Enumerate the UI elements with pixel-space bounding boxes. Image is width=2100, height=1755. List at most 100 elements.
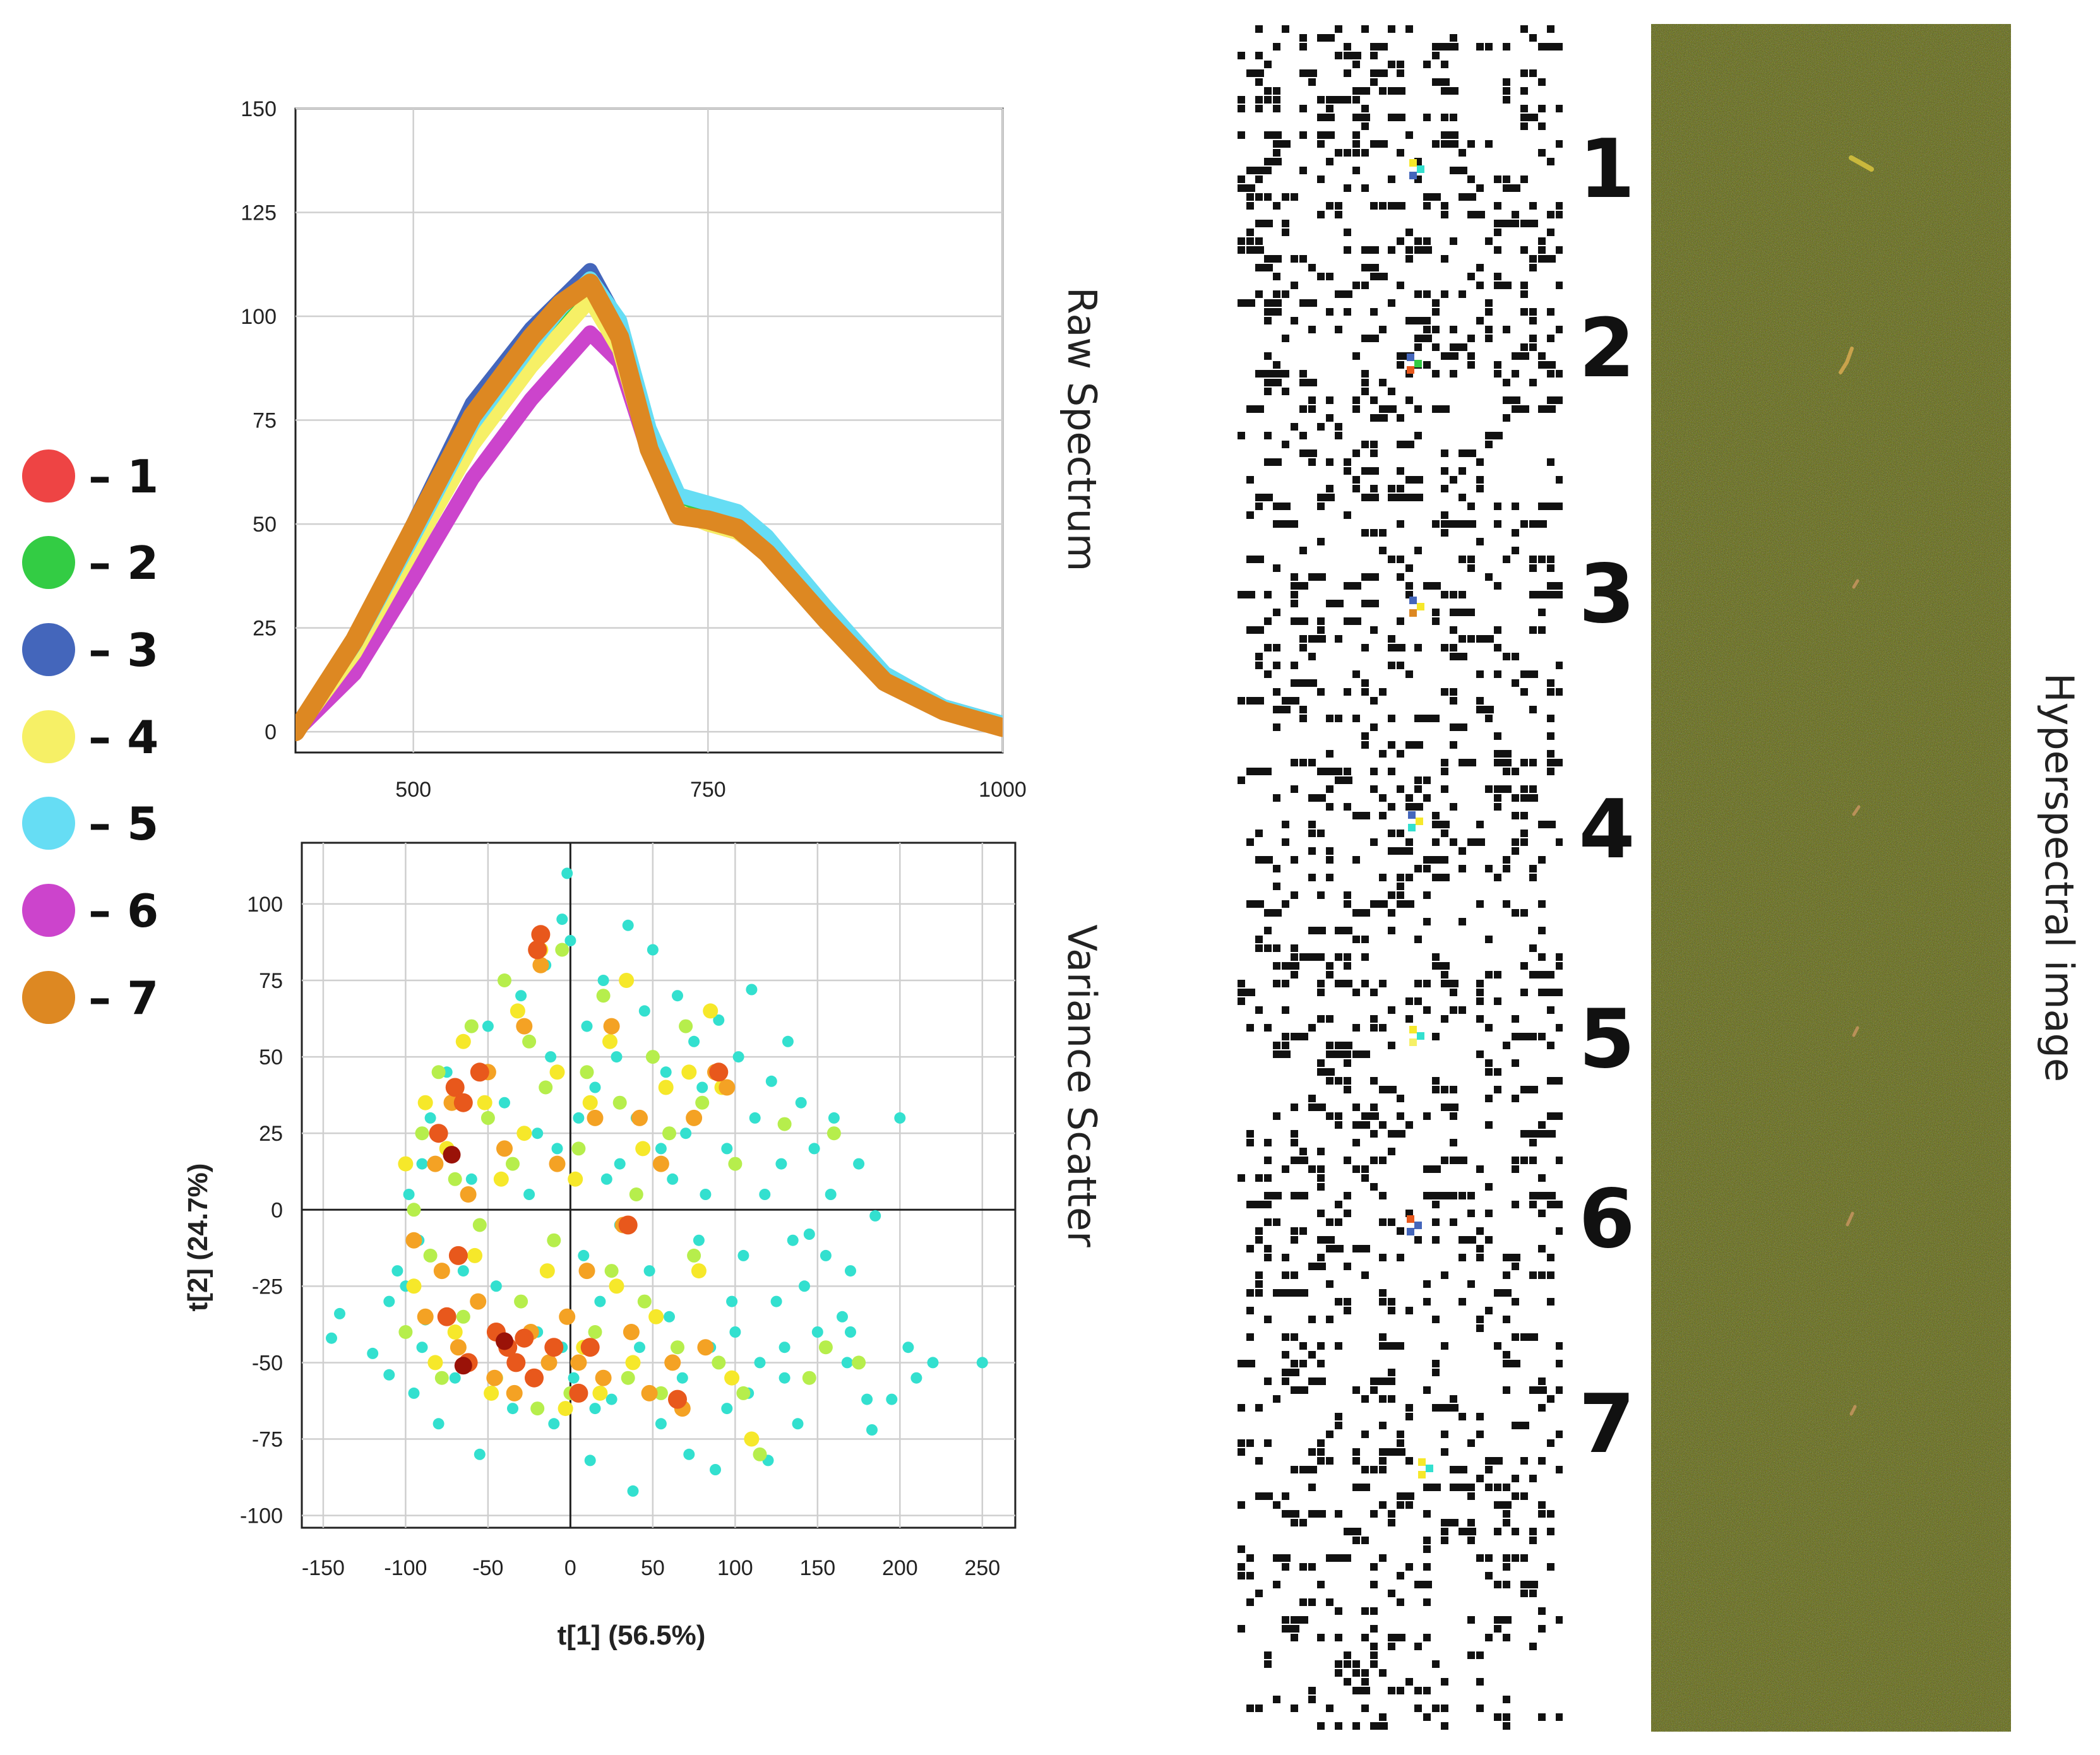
strip-pixel [1352, 449, 1360, 457]
strip-pixel [1512, 1475, 1519, 1482]
strip-pixel [1379, 794, 1387, 802]
strip-pixel [1556, 1157, 1563, 1164]
strip-highlight-3 [1409, 597, 1417, 604]
strip-pixel [1476, 821, 1484, 828]
scatter-point [744, 1431, 760, 1447]
strip-pixel [1299, 299, 1317, 307]
scatter-point [825, 1189, 837, 1200]
scatter-point [453, 1093, 473, 1112]
strip-pixel [1344, 458, 1351, 466]
strip-pixel [1352, 149, 1360, 157]
strip-pixel [1476, 485, 1484, 492]
strip-pixel [1397, 69, 1404, 77]
strip-pixel [1352, 476, 1360, 484]
strip-pixel [1344, 962, 1351, 970]
strip-pixel [1291, 1616, 1308, 1624]
strip-pixel [1397, 830, 1404, 837]
strip-pixel [1255, 1006, 1263, 1014]
strip-pixel [1512, 838, 1519, 846]
strip-pixel [1370, 838, 1378, 846]
strip-pixel [1432, 405, 1450, 413]
scatter-point [777, 1117, 792, 1131]
strip-pixel [1326, 1457, 1333, 1465]
strip-pixel [1476, 980, 1484, 987]
strip-pixel [1397, 237, 1404, 245]
strip-pixel [1388, 927, 1395, 934]
strip-highlight-2 [1414, 360, 1422, 367]
strip-pixel [1467, 1192, 1475, 1199]
scatter-point [667, 1173, 679, 1185]
strip-pixel [1485, 1068, 1493, 1076]
strip-pixel [1485, 326, 1493, 333]
strip-pixel [1335, 52, 1342, 59]
scatter-point [894, 1112, 906, 1124]
scatter-point [556, 913, 568, 925]
strip-pixel [1441, 1704, 1448, 1712]
strip-pixel [1344, 1157, 1351, 1164]
strip-pixel [1361, 812, 1369, 819]
strip-pixel [1273, 1218, 1280, 1226]
strip-pixel [1547, 971, 1554, 979]
strip-pixel [1529, 379, 1537, 386]
scatter-point [580, 1065, 594, 1080]
scatter-point [460, 1186, 477, 1203]
variance-scatter-plot-frame [301, 842, 1017, 1529]
strip-pixel [1352, 87, 1370, 95]
strip-pixel [1361, 980, 1369, 987]
strip-pixel [1414, 290, 1422, 298]
strip-pixel [1547, 715, 1554, 722]
strip-pixel [1273, 706, 1291, 713]
strip-pixel [1264, 591, 1272, 598]
strip-pixel [1388, 485, 1395, 492]
strip-pixel [1538, 609, 1546, 616]
scatter-point [826, 1126, 841, 1141]
strip-pixel [1547, 1563, 1554, 1571]
strip-pixel [1246, 768, 1264, 775]
strip-pixel [1503, 379, 1510, 386]
legend-swatch-5 [22, 797, 75, 850]
scatter-point [606, 1393, 617, 1405]
strip-pixel [1370, 449, 1378, 457]
strip-pixel [1379, 405, 1397, 413]
strip-pixel [1423, 326, 1431, 333]
strip-pixel [1494, 1616, 1512, 1624]
strip-pixel [1414, 980, 1422, 987]
strip-pixel [1370, 52, 1378, 59]
strip-pixel [1441, 1722, 1448, 1730]
strip-pixel [1450, 1157, 1467, 1164]
strip-pixel [1529, 591, 1547, 598]
strip-pixel [1273, 202, 1280, 210]
scatter-point [927, 1357, 939, 1369]
strip-pixel [1282, 1271, 1289, 1279]
strip-pixel [1299, 405, 1307, 413]
strip-pixel [1556, 1024, 1563, 1032]
strip-pixel [1520, 1554, 1528, 1562]
scatter-point [645, 1050, 660, 1064]
strip-pixel [1414, 644, 1422, 651]
strip-pixel [1264, 308, 1282, 316]
strip-pixel [1476, 476, 1484, 484]
strip-pixel [1397, 883, 1404, 890]
strip-pixel [1476, 635, 1494, 643]
scatter-point [568, 1372, 580, 1384]
strip-pixel [1414, 1704, 1422, 1712]
strip-pixel [1556, 370, 1563, 378]
strip-pixel [1299, 432, 1307, 439]
strip-pixel [1273, 723, 1280, 731]
strip-pixel [1441, 1431, 1448, 1438]
scatter-point [549, 1064, 565, 1080]
strip-pixel [1361, 1121, 1369, 1129]
legend-item-5: – 5 [22, 797, 158, 850]
strip-pixel [1352, 1457, 1360, 1465]
strip-pixel [1264, 644, 1272, 651]
strip-pixel [1556, 1713, 1563, 1721]
strip-pixel [1388, 1006, 1395, 1014]
strip-pixel [1432, 52, 1440, 59]
strip-pixel [1485, 1121, 1493, 1129]
scatter-point [765, 1075, 777, 1087]
scatter-point [732, 1051, 744, 1063]
strip-pixel [1405, 1501, 1413, 1509]
strip-pixel [1273, 140, 1291, 148]
strip-pixel [1255, 1704, 1263, 1712]
